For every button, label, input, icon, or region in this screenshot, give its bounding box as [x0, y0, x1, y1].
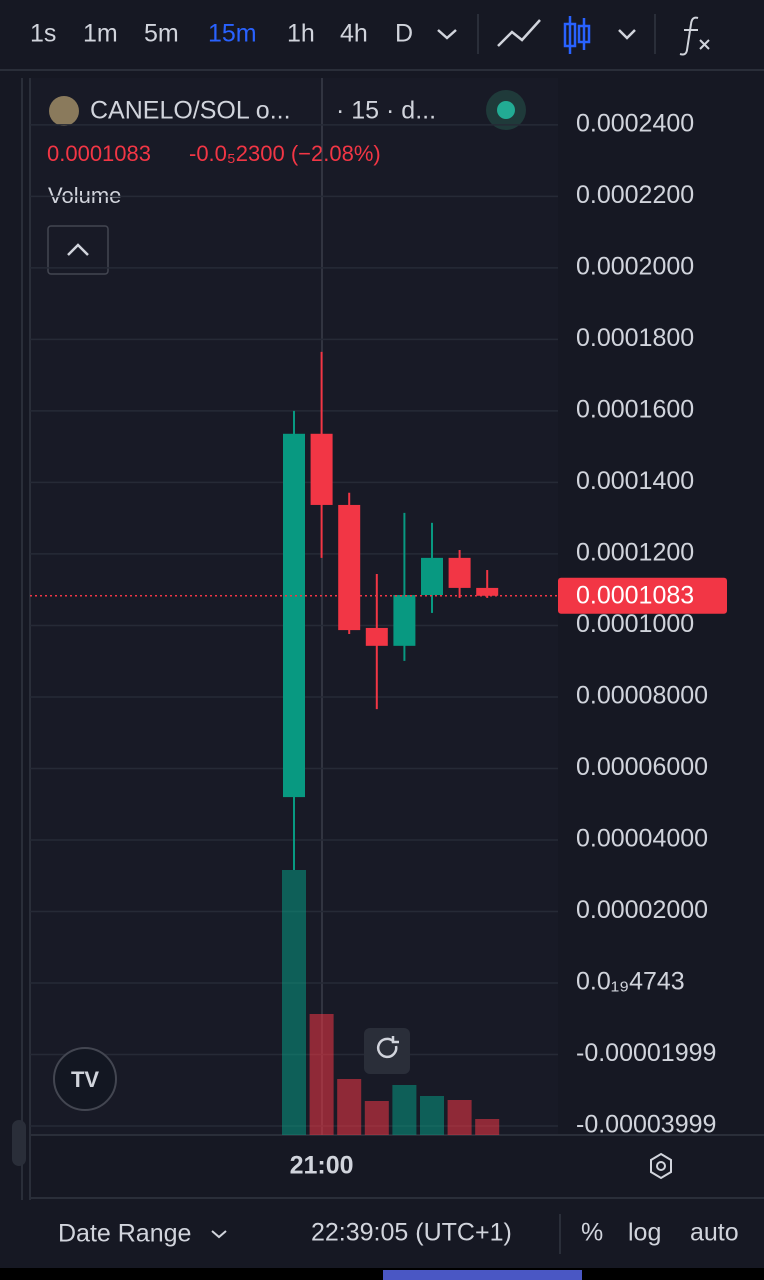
interval[interactable]: 15m — [208, 20, 257, 48]
collapse-arrow — [67, 243, 89, 256]
y-tick-label: 0.00002000 — [576, 896, 708, 924]
volume-bar — [420, 1096, 444, 1135]
volume-bar — [282, 870, 306, 1135]
volume-bar — [309, 1014, 334, 1135]
y-tick-label: 0.0001400 — [576, 467, 694, 495]
candle-body — [338, 504, 361, 631]
x-tick-label: 21:00 — [290, 1152, 354, 1180]
y-tick-label: 0.0002200 — [576, 181, 694, 209]
volume-bar — [364, 1101, 389, 1135]
y-tick-label: 0.0001600 — [576, 396, 694, 424]
tv-logo-mark: TV — [71, 1067, 99, 1092]
volume-label: Volume — [48, 183, 121, 208]
candle-body — [310, 433, 333, 505]
y-tick-label: 0.0₁₉4743 — [576, 968, 685, 996]
candle-body — [476, 587, 499, 596]
last-price-box — [558, 577, 727, 614]
volume-bar — [447, 1100, 472, 1135]
interval[interactable]: 1s — [30, 20, 56, 48]
last-price-label: 0.0001083 — [576, 581, 694, 609]
date-range-arrow — [211, 1230, 227, 1239]
candle-body — [421, 557, 443, 596]
percent-toggle[interactable]: % — [581, 1219, 603, 1247]
side-toggle[interactable] — [12, 1120, 26, 1166]
volume-bar — [392, 1085, 417, 1135]
chart-type-dropdown[interactable] — [618, 29, 636, 40]
date-range[interactable]: Date Range — [58, 1220, 191, 1248]
volume-bar — [337, 1079, 362, 1135]
reset-button[interactable] — [364, 1028, 410, 1074]
symbol: CANELO/SOL o... — [90, 97, 291, 125]
interval[interactable]: 1h — [287, 20, 315, 48]
candle-icon[interactable] — [563, 16, 591, 54]
header-price: 0.0001083 — [47, 141, 151, 166]
symbol-meta: · 15 · d... — [336, 97, 436, 125]
clock: 22:39:05 (UTC+1) — [311, 1219, 512, 1247]
candle-body — [365, 627, 388, 646]
interval[interactable]: 4h — [340, 20, 368, 48]
candle-body — [393, 595, 416, 646]
interval[interactable]: 1m — [83, 20, 118, 48]
settings-icon[interactable] — [650, 1152, 672, 1180]
symbol-logo — [49, 96, 79, 126]
interval[interactable]: D — [395, 20, 413, 48]
interval[interactable]: 5m — [144, 20, 179, 48]
interval-dropdown[interactable] — [437, 29, 457, 40]
volume-bar — [475, 1119, 500, 1135]
y-tick-label: 0.0002000 — [576, 252, 694, 280]
log-toggle[interactable]: log — [628, 1219, 661, 1247]
status-dot — [497, 101, 515, 119]
plot — [30, 124, 558, 1135]
y-tick-label: -0.00003999 — [576, 1111, 716, 1139]
collapse-button[interactable] — [47, 225, 109, 275]
y-tick-label: 0.00008000 — [576, 682, 708, 710]
y-tick-label: 0.0001800 — [576, 324, 694, 352]
y-tick-label: 0.00004000 — [576, 825, 708, 853]
header-change: -0.0₅2300 (−2.08%) — [189, 141, 381, 166]
settings-icon-center — [656, 1161, 666, 1171]
indicators-icon[interactable] — [679, 16, 710, 56]
tv-logo[interactable] — [53, 1047, 117, 1111]
y-tick-label: 0.0001200 — [576, 539, 694, 567]
y-tick-label: -0.00001999 — [576, 1039, 716, 1067]
y-tick-label: 0.0002400 — [576, 109, 694, 137]
candle-body — [448, 557, 471, 588]
candle-body — [283, 433, 305, 798]
y-tick-label: 0.0001000 — [576, 610, 694, 638]
bottom-strip — [0, 1268, 764, 1280]
line-chart-icon[interactable] — [497, 19, 541, 47]
auto-toggle[interactable]: auto — [690, 1219, 739, 1247]
y-tick-label: 0.00006000 — [576, 753, 708, 781]
reset-icon — [377, 1036, 399, 1059]
home-indicator — [383, 1270, 582, 1280]
